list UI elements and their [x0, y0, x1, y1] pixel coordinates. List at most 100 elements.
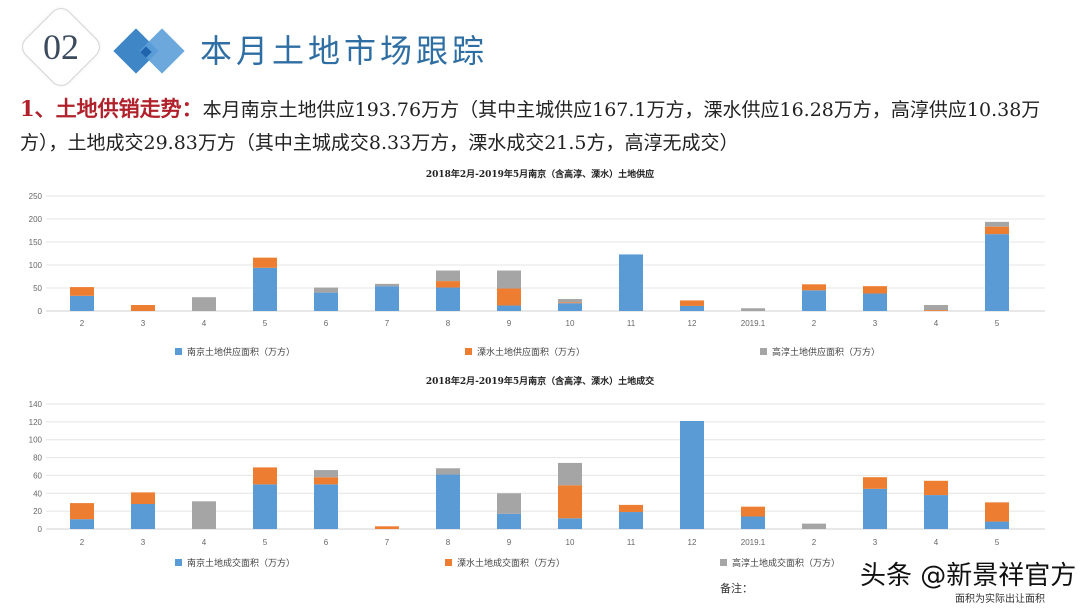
bar-segment	[985, 521, 1009, 529]
x-tick-label: 7	[385, 319, 390, 328]
bar-segment	[802, 284, 826, 291]
bar-segment	[558, 462, 582, 486]
y-tick-label: 60	[33, 471, 42, 480]
bar-segment	[680, 420, 704, 529]
bar-segment	[680, 305, 704, 311]
y-tick-label: 150	[29, 238, 43, 247]
bar-segment	[314, 477, 338, 485]
x-tick-label: 5	[263, 538, 268, 547]
x-tick-label: 2019.1	[741, 538, 766, 547]
x-tick-label: 4	[202, 319, 207, 328]
legend-swatch	[175, 348, 182, 355]
legend-swatch	[445, 559, 452, 566]
bar-segment	[253, 267, 277, 311]
y-tick-label: 120	[29, 418, 43, 427]
bar-segment	[863, 488, 887, 529]
bar-segment	[619, 254, 643, 311]
bar-segment	[558, 518, 582, 529]
summary-paragraph: 1、土地供销走势：本月南京土地供应193.76万方（其中主城供应167.1万方，…	[20, 92, 1070, 160]
bar-segment	[70, 287, 94, 296]
summary-lead: 1、土地供销走势：	[20, 96, 203, 121]
y-tick-label: 250	[29, 192, 43, 201]
x-tick-label: 8	[446, 319, 451, 328]
x-tick-label: 4	[934, 319, 939, 328]
bar-segment	[436, 474, 460, 529]
y-tick-label: 140	[29, 400, 43, 409]
x-tick-label: 6	[324, 538, 329, 547]
bar-segment	[619, 512, 643, 529]
legend-swatch	[760, 348, 767, 355]
bar-segment	[253, 467, 277, 485]
legend-label: 溧水土地成交面积（万方）	[457, 557, 565, 569]
bar-segment	[863, 286, 887, 294]
x-tick-label: 12	[688, 319, 697, 328]
x-tick-label: 8	[446, 538, 451, 547]
x-tick-label: 6	[324, 319, 329, 328]
bar-segment	[436, 287, 460, 311]
bar-segment	[680, 300, 704, 306]
y-tick-label: 200	[29, 215, 43, 224]
y-tick-label: 20	[33, 507, 42, 516]
x-tick-label: 12	[688, 538, 697, 547]
y-tick-label: 100	[29, 436, 43, 445]
bar-segment	[253, 484, 277, 529]
watermark: 头条 @新景祥官方	[860, 561, 1077, 591]
x-tick-label: 2019.1	[741, 319, 766, 328]
bar-segment	[497, 513, 521, 529]
bar-segment	[131, 305, 155, 311]
x-tick-label: 9	[507, 319, 512, 328]
x-tick-label: 2	[80, 319, 85, 328]
chart-title: 2018年2月-2019年5月南京（含高淳、溧水）土地成交	[426, 375, 654, 387]
x-tick-label: 5	[995, 319, 1000, 328]
bar-segment	[192, 297, 216, 311]
y-tick-label: 0	[38, 525, 43, 534]
section-number: 02	[43, 27, 79, 67]
x-tick-label: 10	[566, 319, 575, 328]
bar-segment	[192, 501, 216, 529]
bar-segment	[863, 293, 887, 311]
x-tick-label: 3	[873, 319, 878, 328]
y-tick-label: 80	[33, 454, 42, 463]
bar-segment	[558, 302, 582, 304]
bar-segment	[497, 270, 521, 289]
section-badge: 02	[17, 3, 105, 91]
bar-segment	[375, 286, 399, 311]
bar-segment	[741, 516, 765, 529]
bar-segment	[375, 283, 399, 287]
bar-segment	[314, 292, 338, 311]
bar-segment	[253, 257, 277, 268]
x-tick-label: 2	[812, 538, 817, 547]
bar-segment	[863, 477, 887, 489]
bar-segment	[558, 299, 582, 303]
bar-segment	[70, 295, 94, 311]
bar-segment	[131, 492, 155, 504]
chart-title: 2018年2月-2019年5月南京（含高淳、溧水）土地供应	[426, 168, 654, 180]
legend-swatch	[720, 559, 727, 566]
bar-segment	[924, 495, 948, 529]
y-tick-label: 0	[38, 307, 43, 316]
bar-segment	[558, 303, 582, 311]
summary-text: 本月南京土地供应193.76万方（其中主城供应167.1万方，溧水供应16.28…	[20, 99, 1041, 154]
y-tick-label: 40	[33, 489, 42, 498]
bar-segment	[497, 288, 521, 306]
x-tick-label: 5	[263, 319, 268, 328]
bar-segment	[985, 226, 1009, 235]
bar-segment	[985, 221, 1009, 227]
bar-segment	[924, 305, 948, 311]
bar-segment	[985, 234, 1009, 311]
bar-segment	[375, 526, 399, 529]
bar-segment	[436, 281, 460, 288]
legend-label: 南京土地供应面积（万方）	[187, 346, 295, 358]
x-tick-label: 3	[141, 538, 146, 547]
legend-label: 南京土地成交面积（万方）	[187, 557, 295, 569]
x-tick-label: 3	[141, 319, 146, 328]
bar-segment	[924, 480, 948, 496]
x-tick-label: 2	[812, 319, 817, 328]
page-title: 本月土地市场跟踪	[200, 32, 489, 70]
x-tick-label: 4	[202, 538, 207, 547]
bar-segment	[558, 485, 582, 519]
x-tick-label: 3	[873, 538, 878, 547]
bar-segment	[985, 502, 1009, 522]
x-tick-label: 11	[627, 538, 636, 547]
